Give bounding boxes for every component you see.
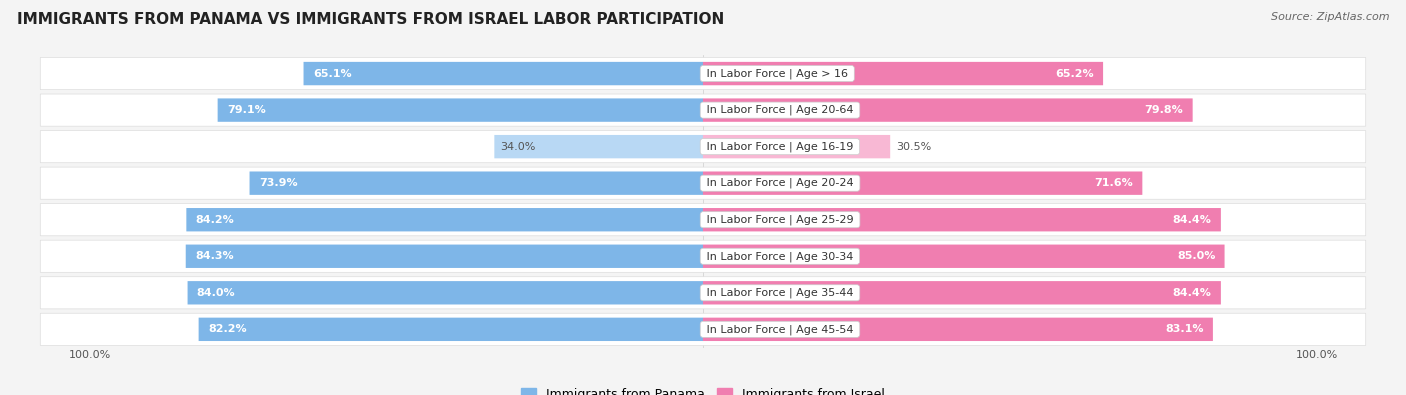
Text: In Labor Force | Age 35-44: In Labor Force | Age 35-44 [703, 288, 858, 298]
FancyBboxPatch shape [703, 98, 1192, 122]
FancyBboxPatch shape [703, 171, 1142, 195]
Text: In Labor Force | Age 30-34: In Labor Force | Age 30-34 [703, 251, 856, 261]
Text: Source: ZipAtlas.com: Source: ZipAtlas.com [1271, 12, 1389, 22]
Text: 84.4%: 84.4% [1173, 215, 1212, 225]
FancyBboxPatch shape [41, 313, 1365, 345]
Text: 84.0%: 84.0% [197, 288, 235, 298]
Text: 83.1%: 83.1% [1166, 324, 1204, 334]
Text: 79.8%: 79.8% [1144, 105, 1184, 115]
FancyBboxPatch shape [41, 240, 1365, 272]
FancyBboxPatch shape [41, 94, 1365, 126]
FancyBboxPatch shape [187, 281, 703, 305]
Legend: Immigrants from Panama, Immigrants from Israel: Immigrants from Panama, Immigrants from … [516, 383, 890, 395]
Text: 79.1%: 79.1% [226, 105, 266, 115]
Text: 84.4%: 84.4% [1173, 288, 1212, 298]
Text: In Labor Force | Age 20-24: In Labor Force | Age 20-24 [703, 178, 858, 188]
FancyBboxPatch shape [186, 245, 703, 268]
FancyBboxPatch shape [41, 58, 1365, 90]
FancyBboxPatch shape [703, 62, 1104, 85]
Text: 82.2%: 82.2% [208, 324, 246, 334]
Text: In Labor Force | Age 16-19: In Labor Force | Age 16-19 [703, 141, 856, 152]
FancyBboxPatch shape [41, 131, 1365, 163]
Text: 34.0%: 34.0% [501, 142, 536, 152]
Text: 73.9%: 73.9% [259, 178, 298, 188]
FancyBboxPatch shape [187, 208, 703, 231]
FancyBboxPatch shape [41, 204, 1365, 236]
FancyBboxPatch shape [249, 171, 703, 195]
Text: In Labor Force | Age 45-54: In Labor Force | Age 45-54 [703, 324, 858, 335]
Text: In Labor Force | Age 20-64: In Labor Force | Age 20-64 [703, 105, 858, 115]
Text: 84.2%: 84.2% [195, 215, 235, 225]
FancyBboxPatch shape [495, 135, 703, 158]
Text: In Labor Force | Age 25-29: In Labor Force | Age 25-29 [703, 214, 858, 225]
Text: In Labor Force | Age > 16: In Labor Force | Age > 16 [703, 68, 852, 79]
FancyBboxPatch shape [304, 62, 703, 85]
FancyBboxPatch shape [218, 98, 703, 122]
Text: IMMIGRANTS FROM PANAMA VS IMMIGRANTS FROM ISRAEL LABOR PARTICIPATION: IMMIGRANTS FROM PANAMA VS IMMIGRANTS FRO… [17, 12, 724, 27]
Text: 84.3%: 84.3% [195, 251, 233, 261]
FancyBboxPatch shape [41, 277, 1365, 309]
Text: 65.2%: 65.2% [1054, 69, 1094, 79]
Text: 65.1%: 65.1% [312, 69, 352, 79]
Text: 85.0%: 85.0% [1177, 251, 1215, 261]
FancyBboxPatch shape [703, 208, 1220, 231]
Text: 71.6%: 71.6% [1094, 178, 1133, 188]
FancyBboxPatch shape [703, 245, 1225, 268]
FancyBboxPatch shape [41, 167, 1365, 199]
Text: 30.5%: 30.5% [896, 142, 932, 152]
FancyBboxPatch shape [703, 318, 1213, 341]
FancyBboxPatch shape [703, 281, 1220, 305]
FancyBboxPatch shape [703, 135, 890, 158]
FancyBboxPatch shape [198, 318, 703, 341]
